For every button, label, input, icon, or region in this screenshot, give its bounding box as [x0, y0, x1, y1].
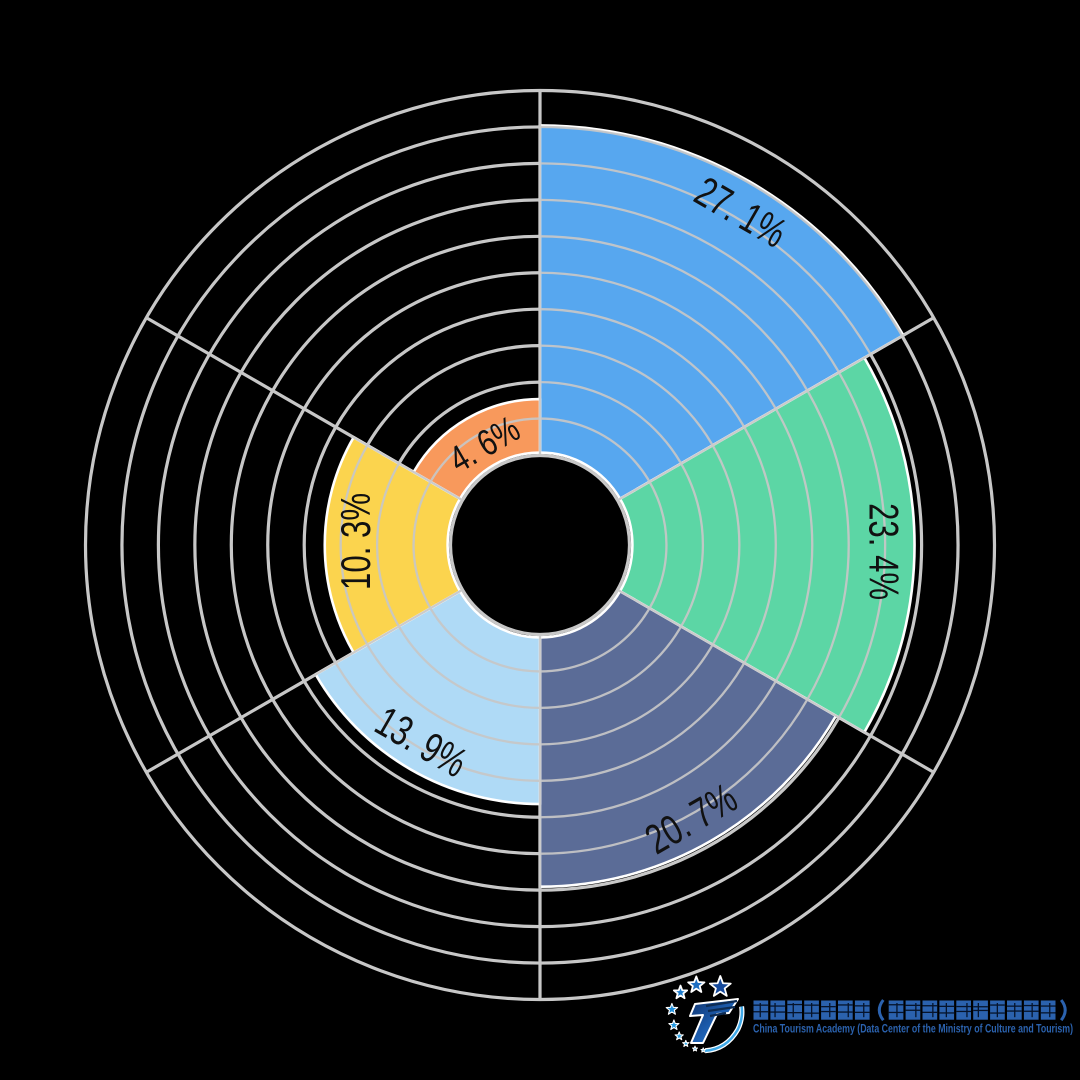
svg-text:China Tourism Academy (Data Ce: China Tourism Academy (Data Center of th…	[753, 1022, 1073, 1036]
svg-text:10. 3%: 10. 3%	[332, 493, 379, 590]
svg-text:23. 4%: 23. 4%	[860, 503, 907, 600]
